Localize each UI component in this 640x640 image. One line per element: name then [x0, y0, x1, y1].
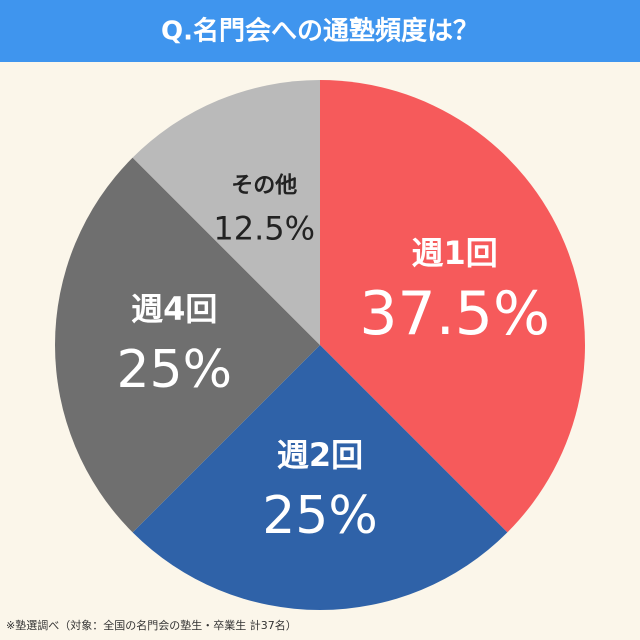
slice-category-label: その他	[231, 173, 297, 198]
slice-category-label: 週1回	[412, 234, 498, 272]
slice-category-label: 週2回	[277, 436, 363, 474]
chart-title: Q.名門会への通塾頻度は？	[161, 16, 479, 47]
slice-value-label: 25%	[262, 486, 378, 546]
pie-slice	[55, 157, 320, 533]
title-bar	[0, 0, 640, 62]
pie-slice	[132, 80, 320, 345]
slice-value-label: 12.5%	[213, 209, 315, 247]
pie-slice	[320, 80, 586, 533]
slice-category-label: 週4回	[131, 290, 217, 328]
footnote: ※塾選調べ（対象：全国の名門会の塾生・卒業生 計37名）	[6, 618, 297, 632]
slice-value-label: 25%	[116, 340, 232, 400]
pie-slice	[132, 345, 508, 610]
slice-value-label: 37.5%	[359, 279, 550, 349]
